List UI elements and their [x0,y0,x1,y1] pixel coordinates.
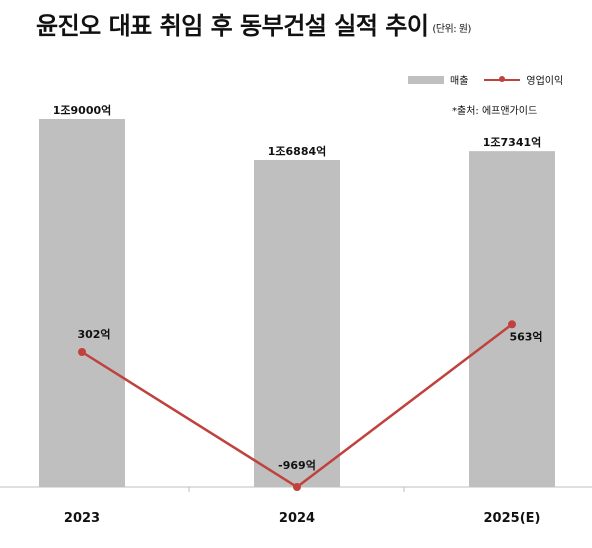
x-tick-label-2023: 2023 [64,511,100,526]
x-tick-label-2024: 2024 [279,511,315,526]
line-label-2023: 302억 [77,328,110,341]
bar-2024 [254,159,340,487]
bar-label-2024: 1조6884억 [268,145,327,158]
bar-2025(E) [469,151,555,488]
line-point-2023 [78,348,86,356]
legend-line-swatch [484,75,521,82]
legend-bar-swatch [408,75,444,84]
chart-title: 윤진오 대표 취임 후 동부건설 실적 추이 (단위: 원) [36,6,471,41]
line-label-2024: -969억 [278,459,316,472]
bar-label-2023: 1조9000억 [53,104,112,117]
legend: 매출 영업이익 [408,72,563,87]
legend-bar-label: 매출 [450,76,469,87]
source-note: *출처: 에프앤가이드 [452,106,538,117]
line-point-2024 [293,483,301,491]
unit-note: (단위: 원) [432,23,471,35]
legend-line-label: 영업이익 [526,76,564,87]
bar-label-2025(E): 1조7341억 [483,136,542,149]
chart-title-text: 윤진오 대표 취임 후 동부건설 실적 추이 [36,12,429,40]
x-tick-label-2025(E): 2025(E) [484,511,541,526]
line-label-2025(E): 563억 [509,330,542,343]
bar-2023 [39,119,125,487]
line-point-2025(E) [508,320,516,329]
